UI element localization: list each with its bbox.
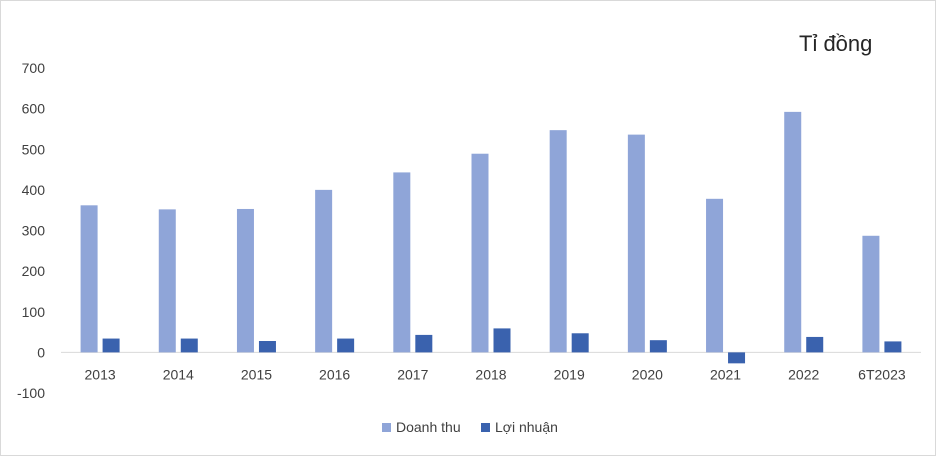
bar-loi-nhuan-6t2023 xyxy=(884,341,902,353)
y-tick-label: -100 xyxy=(17,385,45,401)
bar-loi-nhuan-2013 xyxy=(102,338,120,353)
y-tick-label: 400 xyxy=(22,182,46,198)
unit-label: Tỉ đồng xyxy=(799,31,872,56)
x-tick-label: 2022 xyxy=(788,366,819,382)
x-tick-label: 2021 xyxy=(710,366,741,382)
bar-doanh-thu-2021 xyxy=(706,198,724,353)
y-axis-ticks: -100 0 100 200 300 400 500 600 700 xyxy=(17,60,45,401)
legend-swatch-doanh-thu xyxy=(382,423,391,432)
legend-label-loi-nhuan: Lợi nhuận xyxy=(495,419,558,435)
bar-doanh-thu-2014 xyxy=(158,209,176,353)
x-tick-label: 2020 xyxy=(632,366,663,382)
y-tick-label: 200 xyxy=(22,263,46,279)
x-tick-label: 2016 xyxy=(319,366,350,382)
x-tick-label: 2017 xyxy=(397,366,428,382)
bar-doanh-thu-2016 xyxy=(315,189,333,353)
bar-loi-nhuan-2017 xyxy=(415,334,433,353)
y-tick-label: 0 xyxy=(37,344,45,360)
bar-loi-nhuan-2018 xyxy=(493,328,511,353)
y-tick-label: 600 xyxy=(22,101,46,117)
y-tick-label: 300 xyxy=(22,223,46,239)
x-tick-label: 2019 xyxy=(554,366,585,382)
bar-loi-nhuan-2016 xyxy=(337,338,355,353)
x-tick-label: 2015 xyxy=(241,366,272,382)
y-tick-label: 500 xyxy=(22,141,46,157)
bars-group xyxy=(80,111,902,364)
bar-doanh-thu-2019 xyxy=(549,130,567,353)
x-tick-label: 2018 xyxy=(475,366,506,382)
bar-loi-nhuan-2019 xyxy=(571,333,589,353)
x-tick-label: 2013 xyxy=(85,366,116,382)
legend: Doanh thu Lợi nhuận xyxy=(382,419,558,435)
legend-label-doanh-thu: Doanh thu xyxy=(396,419,461,435)
y-tick-label: 700 xyxy=(22,60,46,76)
bar-doanh-thu-6t2023 xyxy=(862,235,880,353)
bar-loi-nhuan-2022 xyxy=(806,336,824,353)
bar-loi-nhuan-2020 xyxy=(649,340,667,353)
bar-loi-nhuan-2015 xyxy=(258,341,276,353)
bar-doanh-thu-2017 xyxy=(393,172,411,353)
bar-doanh-thu-2020 xyxy=(627,134,645,353)
bar-doanh-thu-2022 xyxy=(784,111,802,353)
bar-doanh-thu-2015 xyxy=(236,208,254,353)
legend-swatch-loi-nhuan xyxy=(481,423,490,432)
x-axis-ticks: 2013 2014 2015 2016 2017 2018 2019 2020 2021 2022… xyxy=(85,366,906,382)
bar-doanh-thu-2013 xyxy=(80,205,98,353)
bar-loi-nhuan-2014 xyxy=(180,338,198,353)
x-tick-label: 6T2023 xyxy=(858,366,906,382)
x-tick-label: 2014 xyxy=(163,366,194,382)
bar-loi-nhuan-2021 xyxy=(728,352,746,364)
bar-doanh-thu-2018 xyxy=(471,153,489,353)
y-tick-label: 100 xyxy=(22,304,46,320)
